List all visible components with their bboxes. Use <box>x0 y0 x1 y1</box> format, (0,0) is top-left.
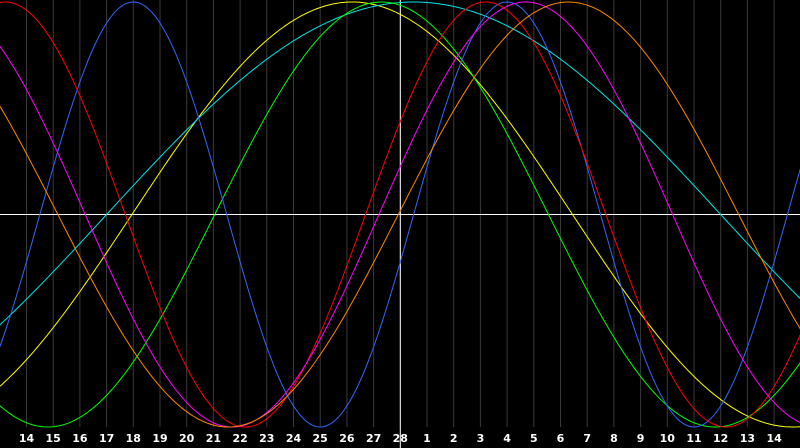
x-tick-label: 23 <box>259 432 274 445</box>
series-line-4 <box>0 1 800 428</box>
x-tick-label: 21 <box>206 432 221 445</box>
x-tick-label: 27 <box>366 432 381 445</box>
x-tick-label: 22 <box>232 432 247 445</box>
series-line-7 <box>0 1 800 428</box>
x-tick-label: 4 <box>503 432 511 445</box>
x-tick-label: 24 <box>286 432 302 445</box>
x-tick-label: 3 <box>477 432 485 445</box>
x-tick-label: 7 <box>583 432 591 445</box>
x-tick-label: 8 <box>610 432 618 445</box>
series-line-6 <box>0 1 800 428</box>
series-line-1 <box>0 1 800 428</box>
x-tick-label: 9 <box>637 432 645 445</box>
x-tick-label: 15 <box>46 432 61 445</box>
x-tick-label: 16 <box>72 432 88 445</box>
series-line-5 <box>0 1 800 428</box>
x-tick-label: 19 <box>152 432 167 445</box>
x-tick-label: 28 <box>393 432 408 445</box>
x-tick-label: 5 <box>530 432 538 445</box>
x-tick-label: 14 <box>19 432 35 445</box>
x-tick-label: 11 <box>686 432 701 445</box>
x-tick-label: 26 <box>339 432 355 445</box>
x-tick-label: 13 <box>740 432 755 445</box>
x-tick-label: 14 <box>766 432 782 445</box>
x-tick-label: 6 <box>557 432 565 445</box>
x-tick-label: 17 <box>99 432 114 445</box>
x-tick-label: 10 <box>660 432 676 445</box>
x-tick-label: 1 <box>423 432 431 445</box>
series-line-2 <box>0 1 800 326</box>
series-curves <box>0 1 800 428</box>
x-tick-label: 2 <box>450 432 458 445</box>
x-tick-label: 25 <box>313 432 328 445</box>
x-tick-label: 18 <box>126 432 141 445</box>
x-tick-labels: 14 15 16 17 18 19 20 21 22 23 24 25 26 27 28 1 2 3 4 5 6 7 8 9 1… <box>19 432 782 445</box>
x-tick-label: 20 <box>179 432 195 445</box>
x-tick-label: 12 <box>713 432 728 445</box>
